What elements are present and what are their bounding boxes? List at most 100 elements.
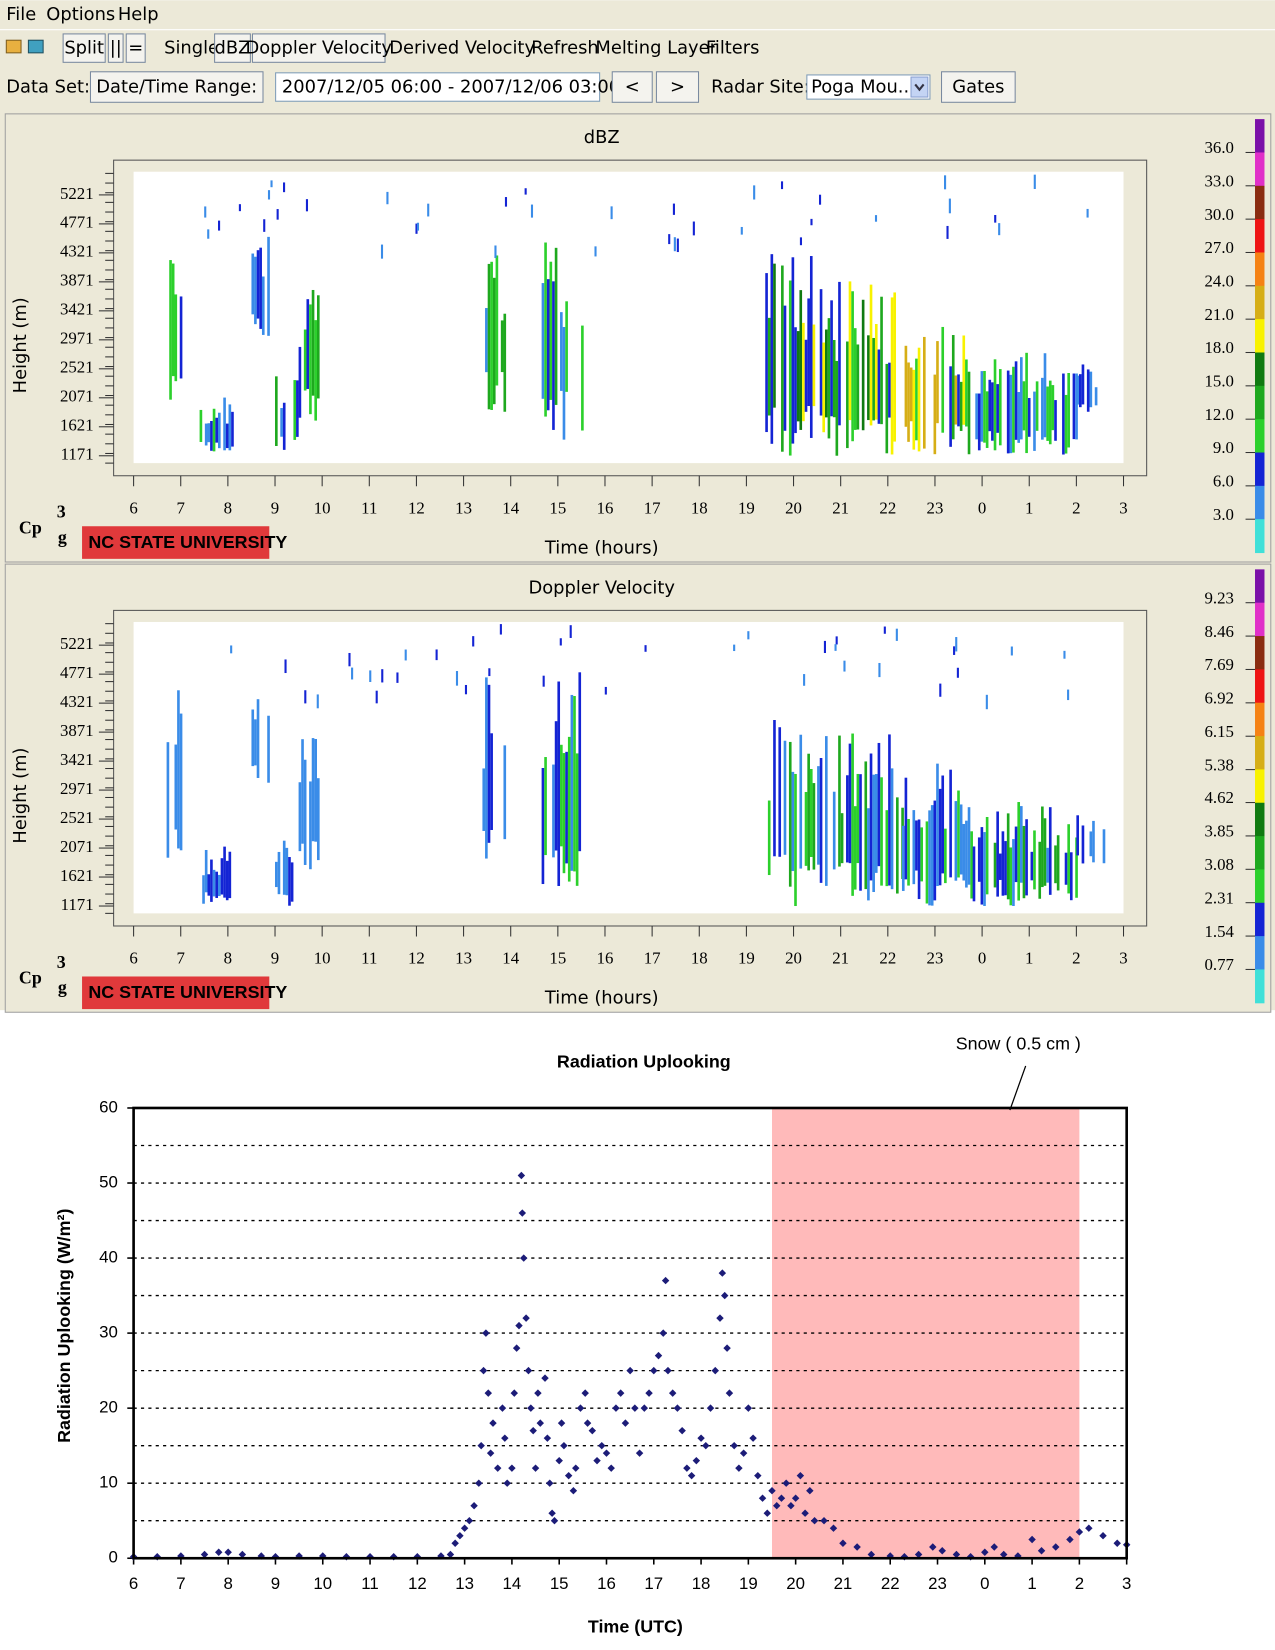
- combo-arrow[interactable]: [910, 76, 929, 98]
- button-label[interactable]: >: [670, 77, 685, 98]
- menu-item[interactable]: File: [6, 4, 36, 25]
- radar-speck: [956, 667, 959, 678]
- radar-echo: [980, 371, 984, 442]
- button[interactable]: [940, 71, 1016, 103]
- colorbar-label: 9.23: [1205, 588, 1234, 607]
- radar-speck: [207, 229, 210, 239]
- save-icon[interactable]: [27, 39, 44, 54]
- radar-echo: [853, 806, 857, 890]
- button[interactable]: [611, 71, 653, 103]
- y-tick-label: 40: [99, 1248, 118, 1267]
- radar-speck: [472, 636, 475, 647]
- button[interactable]: [655, 71, 700, 103]
- radar-speck: [668, 234, 671, 245]
- data-point: [616, 1389, 625, 1397]
- data-point: [451, 1539, 459, 1547]
- radar-echo: [872, 337, 875, 421]
- radar-echo: [933, 374, 937, 455]
- radar-speck: [230, 645, 233, 654]
- radar-speck: [416, 222, 420, 231]
- x-tick-label: 2: [1072, 949, 1080, 968]
- radar-echo: [212, 408, 216, 452]
- colorbar-bin: [1255, 702, 1265, 737]
- data-point: [787, 1501, 795, 1510]
- data-point: [773, 1501, 781, 1510]
- radar-echo: [998, 853, 1002, 880]
- button-label[interactable]: Melting Layer: [595, 38, 717, 59]
- label: Radar Site:: [711, 77, 810, 98]
- menu-item[interactable]: Help: [118, 4, 159, 25]
- combo-box[interactable]: [806, 74, 931, 100]
- radar-echo: [867, 808, 870, 901]
- radar-echo: [503, 313, 507, 412]
- radar-echo: [169, 260, 172, 400]
- x-tick-label: 3: [1119, 949, 1127, 968]
- radar-echo: [848, 281, 852, 421]
- radar-echo: [1054, 400, 1057, 441]
- radar-echo: [1102, 829, 1106, 864]
- range-text[interactable]: 2007/12/05 06:00 - 2007/12/06 03:00: [282, 77, 620, 98]
- data-point: [702, 1441, 710, 1450]
- button-label[interactable]: dBZ: [215, 38, 251, 59]
- y-tick-label: 5221: [60, 184, 94, 203]
- radar-echo: [923, 336, 926, 449]
- combo-text[interactable]: Poga Mou...: [811, 77, 915, 98]
- radar-echo: [874, 774, 878, 873]
- colorbar-bin: [1255, 569, 1265, 604]
- x-tick-label: 8: [224, 498, 232, 517]
- data-point: [564, 1471, 573, 1480]
- x-tick-label: 20: [786, 1574, 805, 1593]
- button[interactable]: [125, 33, 146, 63]
- open-icon[interactable]: [5, 39, 22, 54]
- x-tick-label: 16: [597, 949, 614, 968]
- radar-echo: [867, 335, 870, 421]
- radar-speck: [953, 646, 956, 655]
- radar-echo: [856, 344, 860, 430]
- data-point: [758, 1494, 767, 1502]
- radar-echo: [890, 297, 894, 455]
- button[interactable]: [89, 71, 264, 103]
- x-tick-label: 17: [644, 949, 661, 968]
- radar-echo: [851, 733, 854, 896]
- button[interactable]: [107, 33, 124, 63]
- logo-sup: 3: [57, 952, 66, 972]
- radar-echo: [231, 411, 234, 447]
- radar-echo: [256, 699, 260, 778]
- button-label[interactable]: Filters: [706, 38, 760, 59]
- radar-echo: [930, 805, 934, 906]
- data-point: [668, 1389, 677, 1397]
- data-point: [522, 1314, 530, 1322]
- data-point: [508, 1464, 516, 1472]
- button-label[interactable]: ||: [110, 38, 122, 59]
- button-label[interactable]: Split: [64, 38, 104, 59]
- button-label[interactable]: Date/Time Range:: [96, 77, 257, 98]
- radar-echo: [1079, 374, 1082, 408]
- radar-echo: [996, 811, 999, 897]
- button-label[interactable]: Single: [164, 38, 219, 59]
- button[interactable]: [62, 33, 106, 63]
- radar-speck: [835, 636, 838, 645]
- button[interactable]: [214, 33, 251, 63]
- button[interactable]: [251, 33, 386, 63]
- radar-speck: [380, 244, 384, 259]
- x-tick-label: 7: [177, 498, 185, 517]
- radar-speck: [284, 659, 287, 674]
- button-label[interactable]: <: [625, 77, 640, 98]
- radar-echo: [581, 325, 584, 431]
- radar-echo: [936, 763, 939, 887]
- radar-echo: [928, 810, 931, 906]
- radar-echo: [809, 256, 813, 438]
- radar-speck: [780, 181, 784, 190]
- button-label[interactable]: =: [128, 38, 143, 59]
- radar-echo: [1020, 806, 1023, 883]
- button-label[interactable]: Derived Velocity: [389, 38, 535, 59]
- x-tick-label: 6: [129, 949, 137, 968]
- button-label[interactable]: Gates: [952, 77, 1004, 98]
- radar-echo: [482, 768, 486, 831]
- menu-item[interactable]: Options: [46, 4, 115, 25]
- radar-echo: [998, 369, 1002, 446]
- text-field[interactable]: [275, 72, 601, 102]
- button-label[interactable]: Refresh: [531, 38, 599, 59]
- button-label[interactable]: Doppler Velocity: [245, 38, 392, 59]
- x-tick-label: 2: [1072, 498, 1080, 517]
